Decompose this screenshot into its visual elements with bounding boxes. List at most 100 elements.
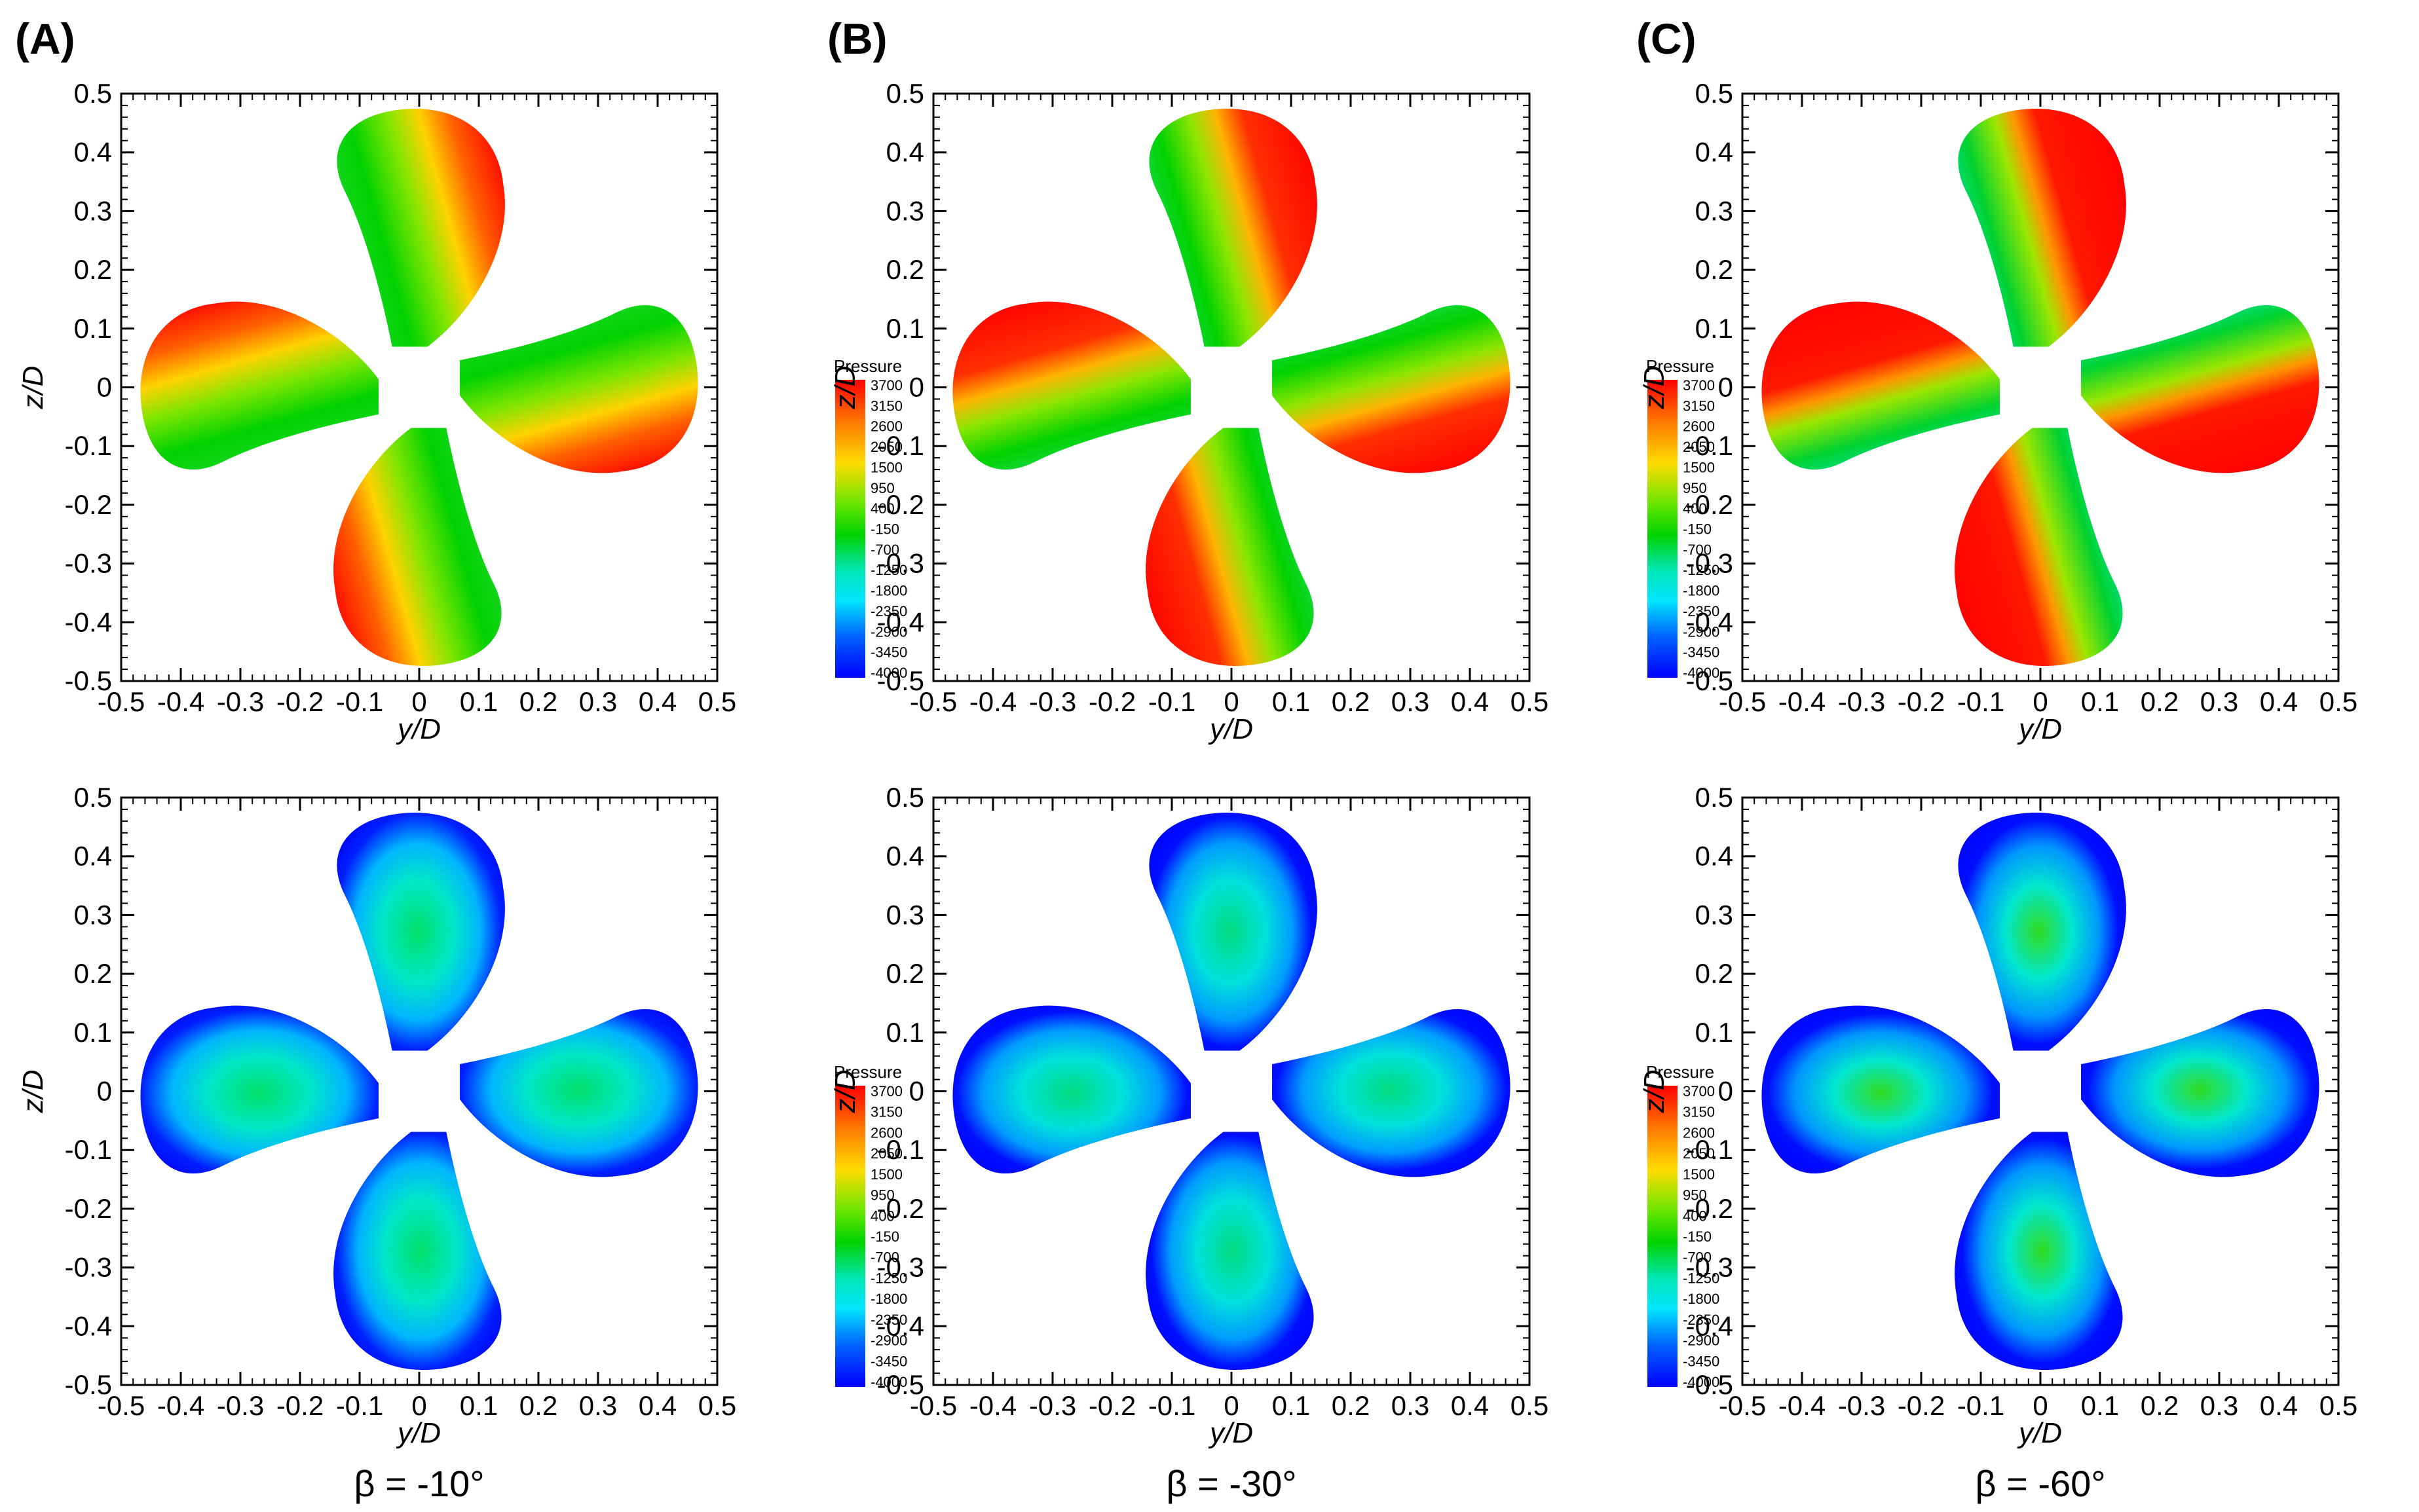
x-tick-label: 0.5 <box>2319 686 2357 717</box>
colorbar-level-label: 2050 <box>1683 1145 1715 1162</box>
x-tick-label: -0.4 <box>969 1390 1017 1421</box>
x-tick-label: -0.3 <box>1838 1390 1885 1421</box>
colorbar-level-label: 1500 <box>1683 459 1715 475</box>
x-axis-title: y/D <box>396 713 441 745</box>
colorbar-level-label: -150 <box>1683 1228 1712 1245</box>
colorbar-level-label: 2600 <box>1683 418 1715 435</box>
y-tick-label: 0 <box>1718 1076 1733 1107</box>
x-tick-label: 0 <box>411 686 426 717</box>
propeller-blades <box>140 108 698 667</box>
x-tick-label: 0.3 <box>2200 686 2238 717</box>
colorbar-level-label: -4000 <box>1683 665 1719 681</box>
x-tick-label: 0.4 <box>639 686 677 717</box>
y-tick-label: 0.1 <box>74 313 112 344</box>
x-tick-label: 0.1 <box>1272 1390 1310 1421</box>
x-tick-label: -0.3 <box>217 1390 264 1421</box>
y-tick-label: 0.4 <box>74 137 112 168</box>
y-axis-title: z/D <box>829 1070 861 1114</box>
x-tick-label: 0.2 <box>1332 686 1370 717</box>
y-tick-label: 0 <box>1718 372 1733 403</box>
colorbar-level-label: -1250 <box>1683 562 1719 578</box>
colorbar-level-label: -700 <box>871 542 899 558</box>
y-tick-label: 0.2 <box>74 958 112 989</box>
hub <box>1196 352 1267 423</box>
y-tick-label: 0.1 <box>1695 313 1733 344</box>
x-tick-label: -0.1 <box>1148 686 1195 717</box>
y-tick-label: -0.3 <box>65 1252 112 1283</box>
colorbar-level-label: -3450 <box>1683 1353 1719 1369</box>
colorbar-level-label: 3150 <box>1683 397 1715 414</box>
colorbar-level-label: -700 <box>1683 1249 1712 1266</box>
y-tick-label: 0.1 <box>74 1017 112 1048</box>
colorbar-level-label: -2900 <box>871 623 907 640</box>
colorbar-level-label: 3700 <box>871 1083 903 1099</box>
propeller-blades <box>1761 108 2319 667</box>
panel-label: (B) <box>827 14 888 63</box>
y-tick-label: 0.5 <box>74 78 112 109</box>
colorbar-level-label: -2350 <box>871 603 907 619</box>
y-tick-label: -0.1 <box>65 1134 112 1165</box>
colorbar-title: Pressure <box>834 1062 902 1082</box>
colorbar-title: Pressure <box>1646 356 1714 376</box>
colorbar-level-label: 3150 <box>1683 1104 1715 1120</box>
y-tick-label: -0.4 <box>65 606 112 637</box>
x-tick-label: 0.3 <box>579 1390 617 1421</box>
x-tick-label: 0.4 <box>639 1390 677 1421</box>
y-tick-label: -0.2 <box>65 489 112 520</box>
y-tick-label: 0.1 <box>886 1017 924 1048</box>
colorbar-level-label: -2350 <box>871 1312 907 1328</box>
y-tick-label: -0.4 <box>1686 606 1733 637</box>
colorbar-title: Pressure <box>1646 1062 1714 1082</box>
beta-label: β = -30° <box>1166 1463 1296 1504</box>
y-tick-label: 0.3 <box>74 899 112 930</box>
y-axis-title: z/D <box>829 366 861 410</box>
x-tick-label: 0 <box>1224 686 1239 717</box>
x-tick-label: -0.5 <box>1719 686 1766 717</box>
x-tick-label: 0.3 <box>1391 1390 1429 1421</box>
x-axis-title: y/D <box>2017 713 2062 745</box>
y-axis-title: z/D <box>1638 366 1670 410</box>
colorbar-level-label: -2900 <box>871 1333 907 1349</box>
x-tick-label: 0.2 <box>519 1390 557 1421</box>
x-tick-label: -0.3 <box>1029 1390 1076 1421</box>
hub <box>2005 352 2076 423</box>
x-tick-label: -0.5 <box>1719 1390 1766 1421</box>
colorbar-level-label: -1800 <box>871 583 907 599</box>
y-tick-label: -0.3 <box>65 548 112 579</box>
x-tick-label: 0.4 <box>1451 1390 1489 1421</box>
x-tick-label: 0.5 <box>1510 686 1548 717</box>
x-tick-label: 0 <box>1224 1390 1239 1421</box>
colorbar-level-label: -4000 <box>1683 1374 1719 1390</box>
x-tick-label: 0 <box>411 1390 426 1421</box>
hub <box>1196 1056 1267 1127</box>
y-axis-title: z/D <box>1638 1070 1670 1114</box>
y-tick-label: 0.2 <box>74 254 112 285</box>
y-tick-label: 0.4 <box>74 841 112 872</box>
subplot-pressure-a: -0.5 -0.4 -0.3 -0.2 -0.1 0 0.1 0.2 0.3 0.4 0.5 0.5 0… <box>17 78 907 745</box>
y-tick-label: -0.3 <box>877 1252 924 1283</box>
x-tick-label: -0.2 <box>1089 686 1136 717</box>
y-tick-label: 0.3 <box>1695 899 1733 930</box>
x-tick-label: 0.4 <box>2260 686 2298 717</box>
propeller-blades <box>140 812 698 1371</box>
y-tick-label: -0.3 <box>1686 548 1733 579</box>
y-tick-label: -0.5 <box>65 1369 112 1400</box>
propeller-blades <box>952 812 1510 1371</box>
colorbar-level-label: 3150 <box>871 1104 903 1120</box>
colorbar-level-label: 1500 <box>871 1166 903 1183</box>
x-tick-label: -0.3 <box>1029 686 1076 717</box>
x-tick-label: -0.5 <box>98 1390 145 1421</box>
x-tick-label: 0.3 <box>579 686 617 717</box>
x-axis-title: y/D <box>2017 1417 2062 1449</box>
x-tick-label: 0.1 <box>460 1390 498 1421</box>
y-tick-label: 0.5 <box>886 78 924 109</box>
y-tick-label: -0.1 <box>877 1134 924 1165</box>
x-tick-label: -0.4 <box>1778 1390 1826 1421</box>
colorbar-level-label: -4000 <box>871 665 907 681</box>
colorbar-level-label: -700 <box>1683 542 1712 558</box>
y-tick-label: 0.3 <box>1695 195 1733 226</box>
colorbar-level-label: 400 <box>871 1208 895 1224</box>
